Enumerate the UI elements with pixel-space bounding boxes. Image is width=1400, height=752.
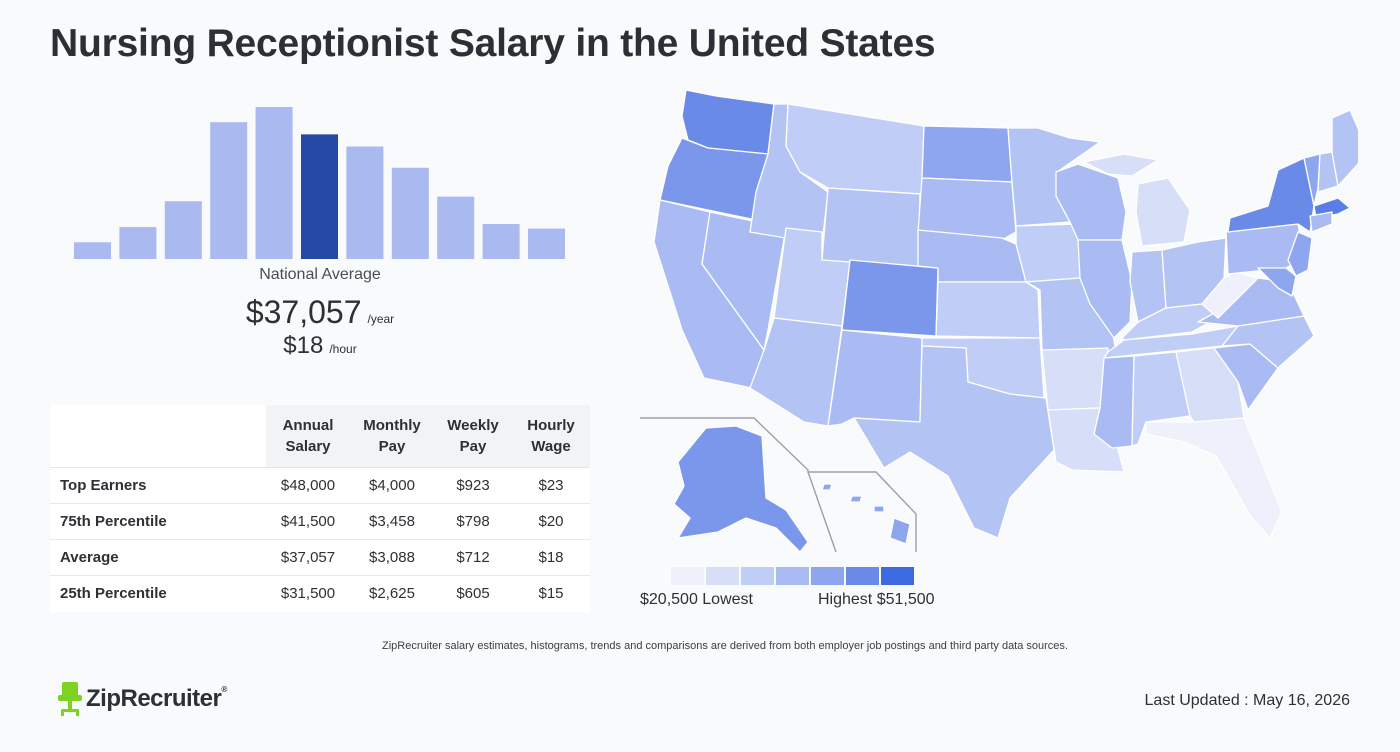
map-state-alaska[interactable] (673, 425, 809, 553)
cell-annual: $41,500 (266, 503, 350, 540)
table-header-weekly: Weekly Pay (434, 405, 512, 468)
map-state-michigan-upper[interactable] (1083, 153, 1159, 177)
map-state-michigan[interactable] (1135, 177, 1191, 247)
legend-swatch (881, 567, 914, 585)
row-label: 75th Percentile (50, 503, 266, 540)
legend-swatch (776, 567, 809, 585)
cell-weekly: $923 (434, 467, 512, 504)
table-row: Top Earners $48,000 $4,000 $923 $23 (50, 467, 590, 504)
ziprecruiter-logo[interactable]: ZipRecruiter® (58, 682, 227, 716)
histogram-bar (210, 122, 248, 259)
map-state-colorado[interactable] (841, 259, 939, 337)
cell-weekly: $712 (434, 539, 512, 576)
national-hourly-unit: /hour (329, 342, 357, 356)
histogram-bar (482, 224, 520, 259)
table-row: 25th Percentile $31,500 $2,625 $605 $15 (50, 576, 590, 612)
cell-weekly: $798 (434, 503, 512, 540)
histogram-bar-highlight (301, 134, 338, 259)
map-state-maine[interactable] (1331, 109, 1365, 187)
map-state-arkansas[interactable] (1041, 347, 1109, 411)
map-state-new-mexico[interactable] (827, 329, 923, 427)
table-header-monthly: Monthly Pay (350, 405, 434, 468)
map-state-wyoming[interactable] (821, 187, 921, 269)
map-state-texas[interactable] (853, 345, 1055, 539)
national-hourly-value: $18 (283, 332, 324, 359)
legend-swatch (846, 567, 879, 585)
map-state-new-jersey[interactable] (1287, 231, 1313, 277)
map-state-south-dakota[interactable] (917, 177, 1017, 241)
map-state-maryland[interactable] (1257, 267, 1297, 297)
table-header-hourly: Hourly Wage (512, 405, 590, 468)
histogram-bar (164, 201, 202, 259)
map-legend (671, 567, 914, 585)
cell-annual: $37,057 (266, 539, 350, 576)
cell-hourly: $20 (512, 503, 590, 540)
table-header-row: Annual Salary Monthly Pay Weekly Pay Hourly… (50, 405, 590, 468)
map-state-west-virginia[interactable] (1201, 271, 1259, 319)
cell-hourly: $18 (512, 539, 590, 576)
national-hourly: $18/hour (50, 332, 590, 360)
map-state-florida[interactable] (1145, 417, 1283, 539)
footnote: ZipRecruiter salary estimates, histogram… (382, 640, 1068, 652)
table-row: Average $37,057 $3,088 $712 $18 (50, 539, 590, 576)
legend-swatch (706, 567, 739, 585)
row-label: Top Earners (50, 467, 266, 504)
national-annual-unit: /year (367, 312, 395, 326)
last-updated: Last Updated : May 16, 2026 (1144, 692, 1350, 709)
histogram-bar (74, 242, 111, 259)
cell-annual: $31,500 (280, 585, 336, 603)
legend-swatch (811, 567, 844, 585)
legend-low-label: $20,500 Lowest (640, 591, 753, 608)
legend-high-label: Highest $51,500 (818, 591, 935, 608)
page-title: Nursing Receptionist Salary in the Unite… (50, 22, 936, 65)
national-annual-value: $37,057 (245, 294, 362, 330)
cell-monthly: $3,088 (350, 539, 434, 576)
chair-icon (58, 682, 82, 716)
us-map-svg (640, 89, 1365, 553)
row-label: Average (50, 539, 266, 576)
salary-table: Annual Salary Monthly Pay Weekly Pay Hourly… (50, 405, 590, 612)
legend-swatch (671, 567, 704, 585)
table-row: 75th Percentile $41,500 $3,458 $798 $20 (50, 503, 590, 540)
histogram-bar (391, 167, 429, 259)
us-salary-map (638, 82, 1365, 562)
national-annual: $37,057/year (50, 294, 590, 331)
map-state-illinois[interactable] (1077, 239, 1133, 339)
table-header-annual: Annual Salary (266, 405, 350, 468)
cell-monthly: $4,000 (350, 467, 434, 504)
cell-hourly: $23 (512, 467, 590, 504)
map-state-new-york[interactable] (1227, 157, 1315, 233)
row-label: 25th Percentile (60, 585, 167, 603)
cell-hourly: $15 (538, 585, 564, 603)
cell-annual: $48,000 (266, 467, 350, 504)
histogram-bar (119, 227, 157, 259)
cell-monthly: $3,458 (350, 503, 434, 540)
legend-swatch (741, 567, 774, 585)
map-state-connecticut[interactable] (1309, 211, 1333, 233)
map-state-hawaii[interactable] (821, 483, 911, 545)
cell-weekly: $605 (456, 585, 490, 603)
histogram-bar (255, 107, 293, 259)
national-average-label: National Average (259, 266, 381, 283)
table-header-blank (50, 405, 266, 468)
salary-histogram (50, 80, 590, 260)
cell-monthly: $2,625 (369, 585, 415, 603)
histogram-bar (528, 228, 565, 259)
map-state-north-dakota[interactable] (921, 125, 1013, 183)
brand-name: ZipRecruiter® (86, 685, 227, 712)
histogram-bar (437, 196, 475, 259)
histogram-bar (346, 146, 384, 259)
map-state-kansas[interactable] (935, 281, 1041, 339)
